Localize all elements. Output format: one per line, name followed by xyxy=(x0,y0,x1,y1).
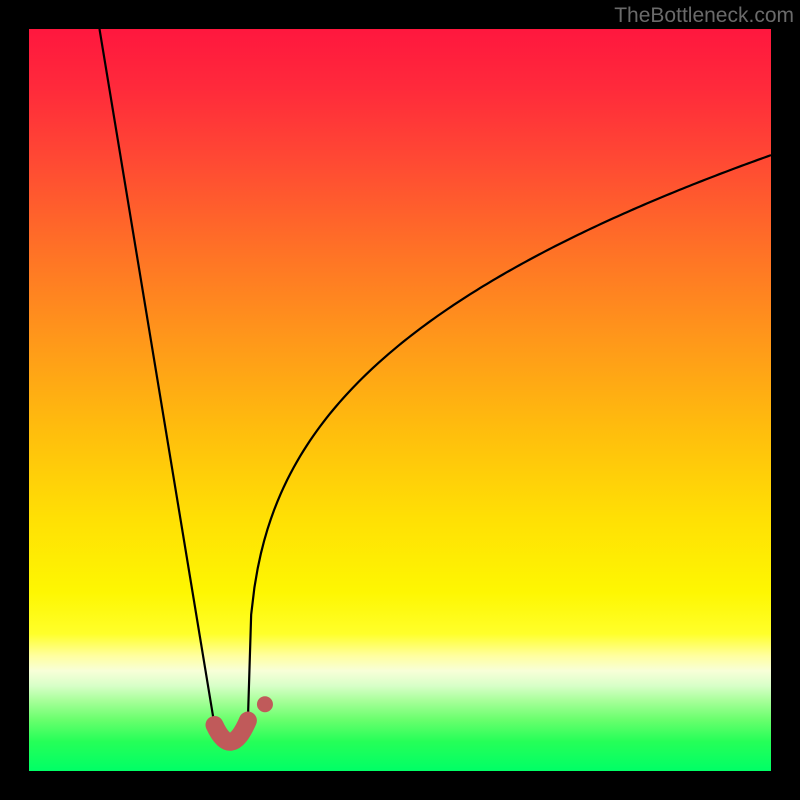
chart-frame xyxy=(0,0,800,800)
plot-area xyxy=(29,29,771,771)
bottleneck-curve xyxy=(29,29,771,771)
watermark-text: TheBottleneck.com xyxy=(614,4,794,28)
